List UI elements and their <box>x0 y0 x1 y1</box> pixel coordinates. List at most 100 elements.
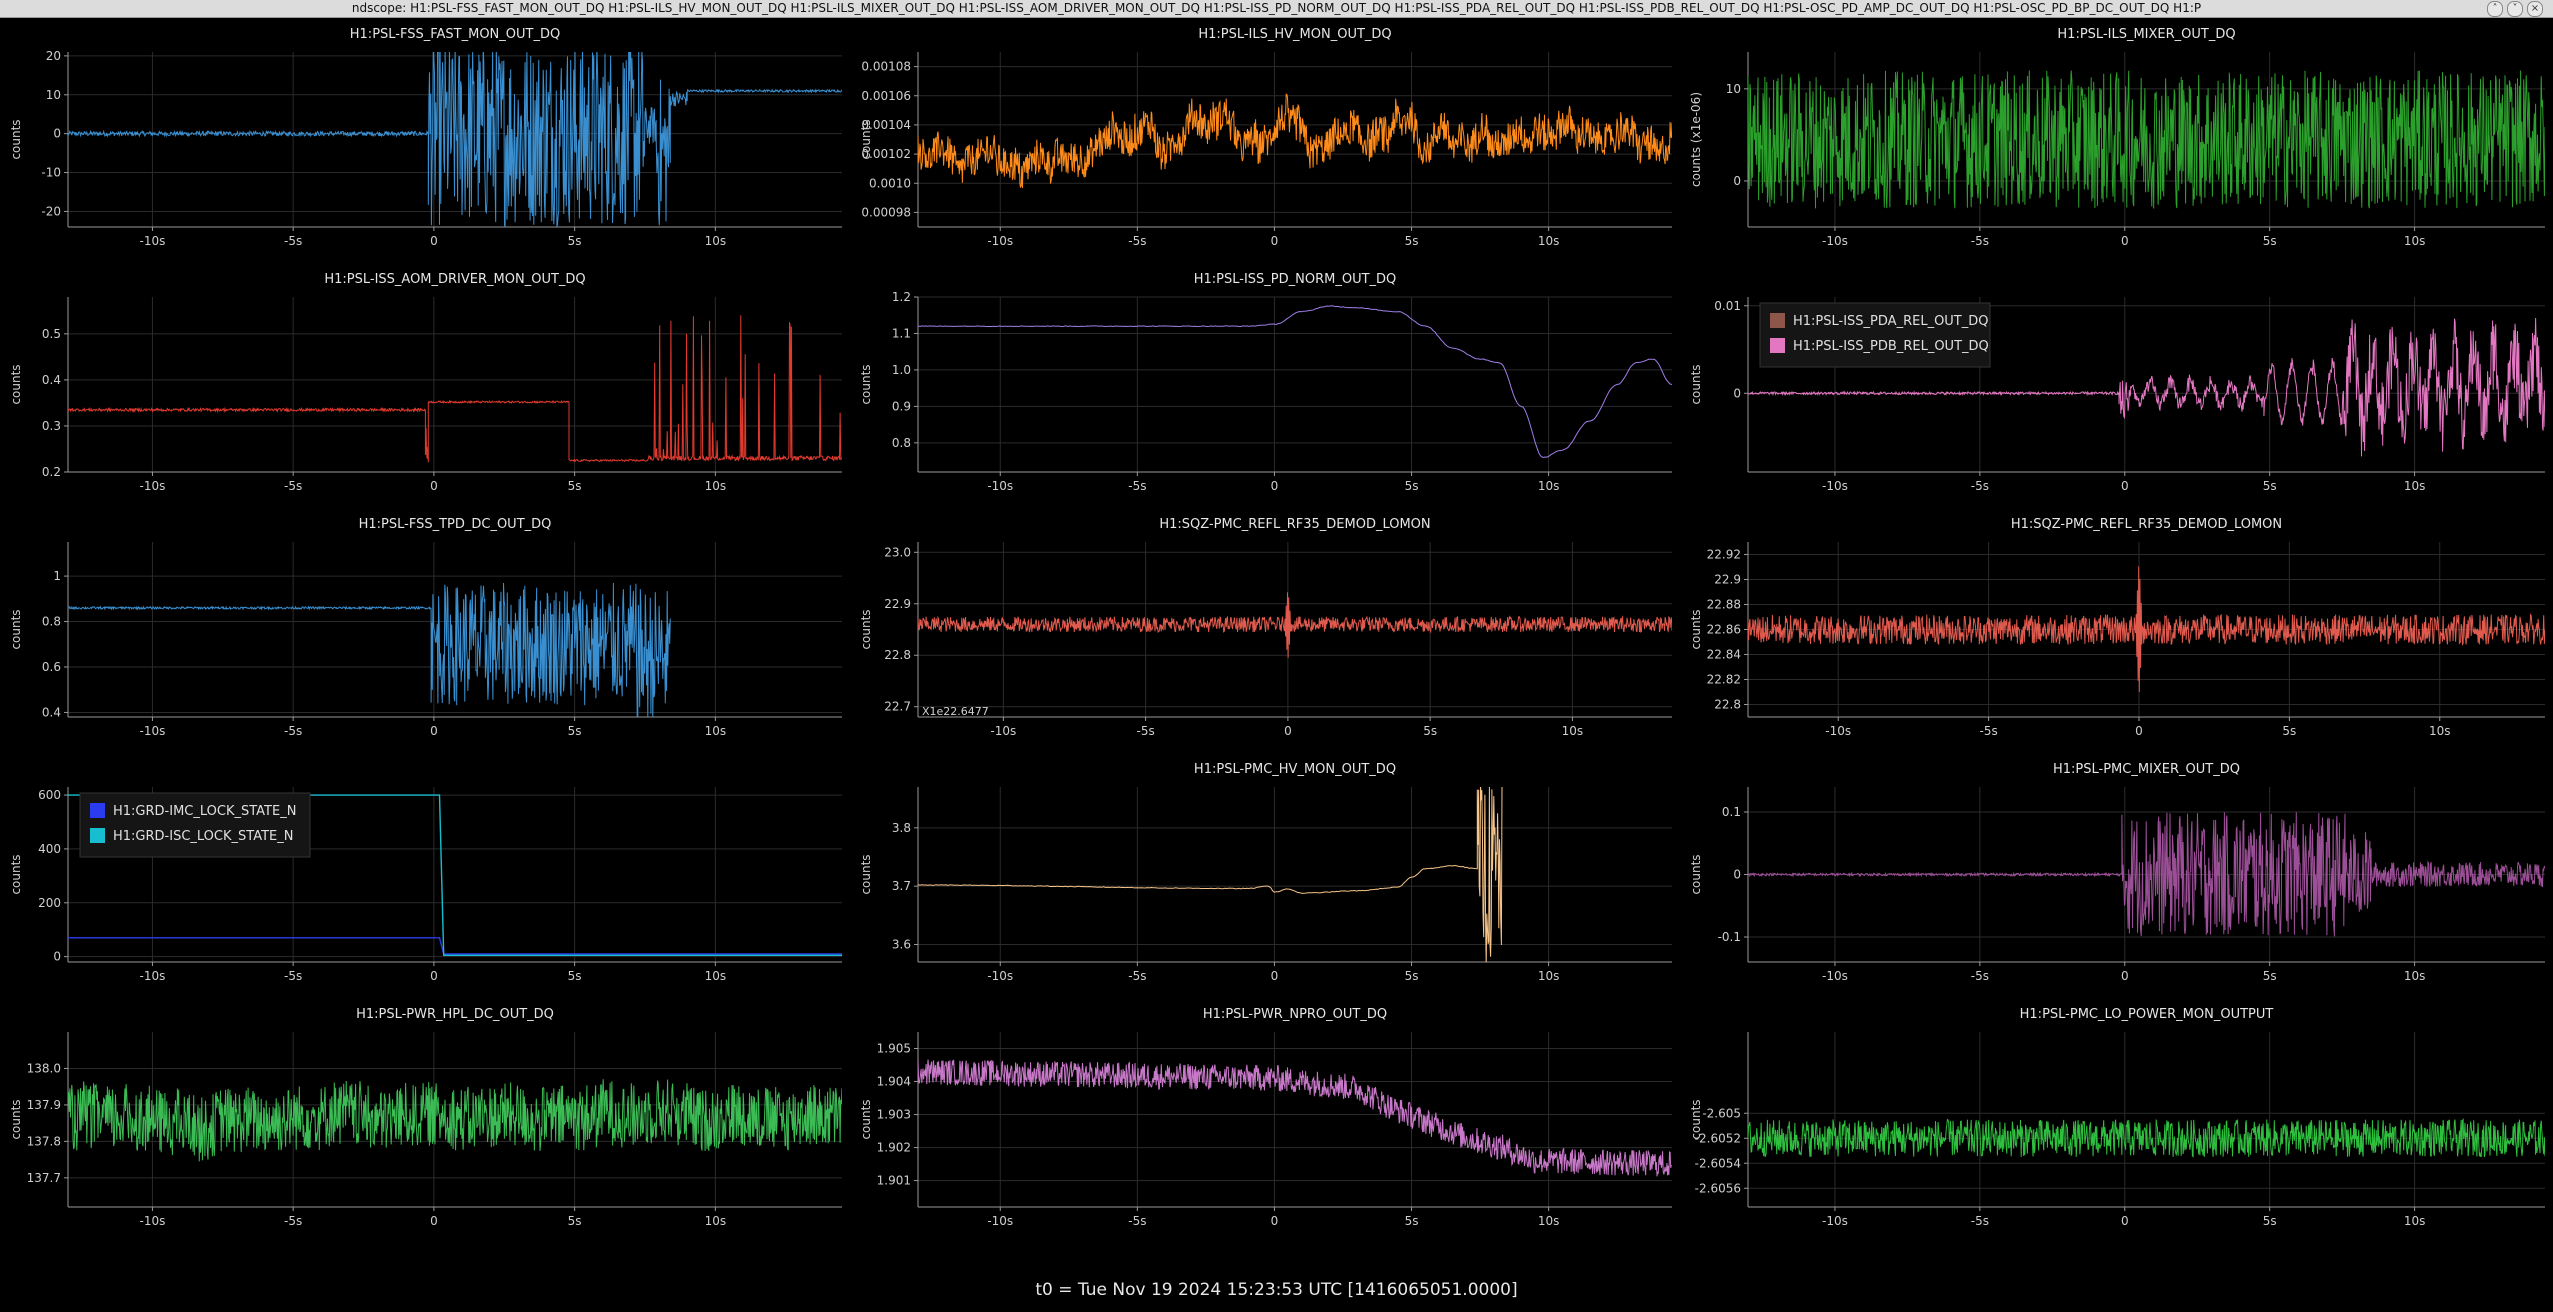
plot-svg[interactable]: H1:PSL-FSS_FAST_MON_OUT_DQ -10s -5s 0 5s 10s -… <box>0 18 850 263</box>
window-titlebar[interactable]: ndscope: H1:PSL-FSS_FAST_MON_OUT_DQ H1:P… <box>0 0 2553 18</box>
x-tick-label: 5s <box>1405 234 1419 248</box>
series-line <box>918 93 1672 189</box>
maximize-button[interactable]: ˅ <box>2507 1 2523 17</box>
plot-title: H1:PSL-PWR_HPL_DC_OUT_DQ <box>356 1007 554 1022</box>
plot-svg[interactable]: H1:PSL-ISS_PD_NORM_OUT_DQ -10s -5s 0 5s 10s 0.… <box>850 263 1680 508</box>
plot-title: H1:PSL-PMC_LO_POWER_MON_OUTPUT <box>2020 1007 2274 1022</box>
y-tick-label: 0.00104 <box>861 118 911 132</box>
axis-offset-label: X1e22.6477 <box>922 705 989 718</box>
plot-legend[interactable]: H1:PSL-ISS_PDA_REL_OUT_DQ H1:PSL-ISS_PDB_… <box>1759 302 1991 368</box>
plot-plot-6[interactable]: -10s -5s 0 5s 10s 0 0.01 counts H1:PSL-ISS_PDA_R… <box>1680 263 2553 508</box>
x-tick-label: -10s <box>140 1214 166 1228</box>
y-tick-label: -2.6054 <box>1695 1156 1741 1170</box>
x-tick-label: 0 <box>2121 234 2129 248</box>
y-tick-label: 137.9 <box>27 1098 61 1112</box>
y-tick-label: 22.8 <box>884 648 911 662</box>
y-tick-label: 0.00108 <box>861 60 911 74</box>
plot-title: H1:PSL-PMC_HV_MON_OUT_DQ <box>1194 762 1396 777</box>
plot-h1-psl-ils-mixer-out-dq[interactable]: H1:PSL-ILS_MIXER_OUT_DQ -10s -5s 0 5s 10s 0 10 c… <box>1680 18 2553 263</box>
x-tick-label: 10s <box>705 479 727 493</box>
y-tick-label: 22.7 <box>884 700 911 714</box>
x-tick-label: -5s <box>1128 969 1146 983</box>
x-tick-label: 5s <box>568 234 582 248</box>
plot-h1-sqz-pmc-refl-rf35-demod-lomon[interactable]: H1:SQZ-PMC_REFL_RF35_DEMOD_LOMON -10s -5s 0… <box>850 508 1680 753</box>
plot-svg[interactable]: H1:PSL-PWR_NPRO_OUT_DQ -10s -5s 0 5s 10s 1.901… <box>850 998 1680 1243</box>
x-tick-label: 5s <box>1423 724 1437 738</box>
plot-h1-psl-fss-tpd-dc-out-dq[interactable]: H1:PSL-FSS_TPD_DC_OUT_DQ -10s -5s 0 5s 10s 0.4… <box>0 508 850 753</box>
x-tick-label: 5s <box>2263 479 2277 493</box>
y-tick-label: -2.6056 <box>1695 1181 1741 1195</box>
plot-h1-psl-pwr-npro-out-dq[interactable]: H1:PSL-PWR_NPRO_OUT_DQ -10s -5s 0 5s 10s 1.901… <box>850 998 1680 1243</box>
series-line <box>1748 1118 2545 1158</box>
x-tick-label: 0 <box>430 234 438 248</box>
close-button[interactable]: × <box>2527 1 2543 17</box>
plot-h1-psl-pmc-hv-mon-out-dq[interactable]: H1:PSL-PMC_HV_MON_OUT_DQ -10s -5s 0 5s 10s 3.6… <box>850 753 1680 998</box>
x-tick-label: 0 <box>1271 969 1279 983</box>
plot-legend[interactable]: H1:GRD-IMC_LOCK_STATE_N H1:GRD-ISC_LOCK_S… <box>79 792 311 858</box>
plot-h1-psl-pmc-mixer-out-dq[interactable]: H1:PSL-PMC_MIXER_OUT_DQ -10s -5s 0 5s 10s -0.1… <box>1680 753 2553 998</box>
x-tick-label: 10s <box>1562 724 1584 738</box>
y-tick-label: 0 <box>1733 386 1741 400</box>
y-tick-label: 22.86 <box>1707 623 1741 637</box>
plot-h1-psl-ils-hv-mon-out-dq[interactable]: H1:PSL-ILS_HV_MON_OUT_DQ -10s -5s 0 5s 10s 0.0… <box>850 18 1680 263</box>
x-tick-label: -5s <box>1971 1214 1989 1228</box>
y-tick-label: 0 <box>53 127 61 141</box>
x-tick-label: 5s <box>2263 1214 2277 1228</box>
y-tick-label: 1.902 <box>877 1141 911 1155</box>
plot-h1-psl-pmc-lo-power-mon-output[interactable]: H1:PSL-PMC_LO_POWER_MON_OUTPUT -10s -5s 0 5s… <box>1680 998 2553 1243</box>
plot-h1-psl-fss-fast-mon-out-dq[interactable]: H1:PSL-FSS_FAST_MON_OUT_DQ -10s -5s 0 5s 10s -… <box>0 18 850 263</box>
x-tick-label: 5s <box>1405 969 1419 983</box>
plot-h1-psl-pwr-hpl-dc-out-dq[interactable]: H1:PSL-PWR_HPL_DC_OUT_DQ -10s -5s 0 5s 10s 137… <box>0 998 850 1243</box>
plot-grid: H1:PSL-FSS_FAST_MON_OUT_DQ -10s -5s 0 5s 10s -… <box>0 18 2553 1288</box>
x-tick-label: -5s <box>1128 1214 1146 1228</box>
plot-svg[interactable]: H1:PSL-PWR_HPL_DC_OUT_DQ -10s -5s 0 5s 10s 137… <box>0 998 850 1243</box>
plot-svg[interactable]: H1:PSL-PMC_HV_MON_OUT_DQ -10s -5s 0 5s 10s 3.6… <box>850 753 1680 998</box>
y-tick-label: 0.3 <box>42 419 61 433</box>
plot-svg[interactable]: H1:PSL-FSS_TPD_DC_OUT_DQ -10s -5s 0 5s 10s 0.4… <box>0 508 850 753</box>
x-tick-label: -10s <box>1822 479 1848 493</box>
plot-plot-10[interactable]: -10s -5s 0 5s 10s 0 200 400 600 counts H1:GRD-IMC_… <box>0 753 850 998</box>
x-tick-label: -5s <box>284 724 302 738</box>
x-tick-label: -5s <box>284 969 302 983</box>
y-axis-label: counts <box>1689 854 1703 894</box>
plot-svg[interactable]: H1:SQZ-PMC_REFL_RF35_DEMOD_LOMON -10s -5s 0… <box>1680 508 2553 753</box>
x-tick-label: 5s <box>2263 969 2277 983</box>
plot-svg[interactable]: -10s -5s 0 5s 10s 0 200 400 600 counts H1:GRD-IMC_… <box>0 753 850 998</box>
plot-svg[interactable]: H1:PSL-ILS_MIXER_OUT_DQ -10s -5s 0 5s 10s 0 10 c… <box>1680 18 2553 263</box>
plot-svg[interactable]: -10s -5s 0 5s 10s 0 0.01 counts H1:PSL-ISS_PDA_R… <box>1680 263 2553 508</box>
y-tick-label: 3.8 <box>892 821 911 835</box>
plot-svg[interactable]: H1:PSL-PMC_MIXER_OUT_DQ -10s -5s 0 5s 10s -0.1… <box>1680 753 2553 998</box>
x-tick-label: -10s <box>990 724 1016 738</box>
y-axis-label: counts <box>9 854 23 894</box>
y-tick-label: 1.0 <box>892 363 911 377</box>
plot-svg[interactable]: H1:PSL-PMC_LO_POWER_MON_OUTPUT -10s -5s 0 5s… <box>1680 998 2553 1243</box>
y-tick-label: 22.9 <box>884 597 911 611</box>
legend-entry: H1:PSL-ISS_PDA_REL_OUT_DQ <box>1793 314 1989 329</box>
plot-title: H1:PSL-FSS_FAST_MON_OUT_DQ <box>350 27 560 42</box>
plot-svg[interactable]: H1:PSL-ISS_AOM_DRIVER_MON_OUT_DQ -10s -5s 0… <box>0 263 850 508</box>
y-tick-label: 22.84 <box>1707 648 1741 662</box>
plot-title: H1:PSL-FSS_TPD_DC_OUT_DQ <box>359 517 552 532</box>
x-tick-label: 0 <box>1284 724 1292 738</box>
y-axis-label: counts <box>859 364 873 404</box>
legend-swatch <box>1770 313 1785 328</box>
y-tick-label: 1.1 <box>892 326 911 340</box>
y-tick-label: 0 <box>53 950 61 964</box>
y-tick-label: 0.00102 <box>861 147 911 161</box>
y-tick-label: 400 <box>38 842 61 856</box>
x-tick-label: 0 <box>430 479 438 493</box>
plot-h1-sqz-pmc-refl-rf35-demod-lomon[interactable]: H1:SQZ-PMC_REFL_RF35_DEMOD_LOMON -10s -5s 0… <box>1680 508 2553 753</box>
legend-box <box>1759 302 1991 368</box>
y-tick-label: 137.8 <box>27 1134 61 1148</box>
y-tick-label: 0.2 <box>42 465 61 479</box>
plot-h1-psl-iss-aom-driver-mon-out-dq[interactable]: H1:PSL-ISS_AOM_DRIVER_MON_OUT_DQ -10s -5s 0… <box>0 263 850 508</box>
x-tick-label: 5s <box>1405 1214 1419 1228</box>
plot-svg[interactable]: H1:SQZ-PMC_REFL_RF35_DEMOD_LOMON -10s -5s 0… <box>850 508 1680 753</box>
x-tick-label: -5s <box>284 234 302 248</box>
minimize-button[interactable]: ˄ <box>2487 1 2503 17</box>
y-tick-label: 22.88 <box>1707 598 1741 612</box>
plot-title: H1:PSL-PMC_MIXER_OUT_DQ <box>2053 762 2240 777</box>
plot-h1-psl-iss-pd-norm-out-dq[interactable]: H1:PSL-ISS_PD_NORM_OUT_DQ -10s -5s 0 5s 10s 0.… <box>850 263 1680 508</box>
plot-svg[interactable]: H1:PSL-ILS_HV_MON_OUT_DQ -10s -5s 0 5s 10s 0.0… <box>850 18 1680 263</box>
y-tick-label: 22.92 <box>1707 548 1741 562</box>
